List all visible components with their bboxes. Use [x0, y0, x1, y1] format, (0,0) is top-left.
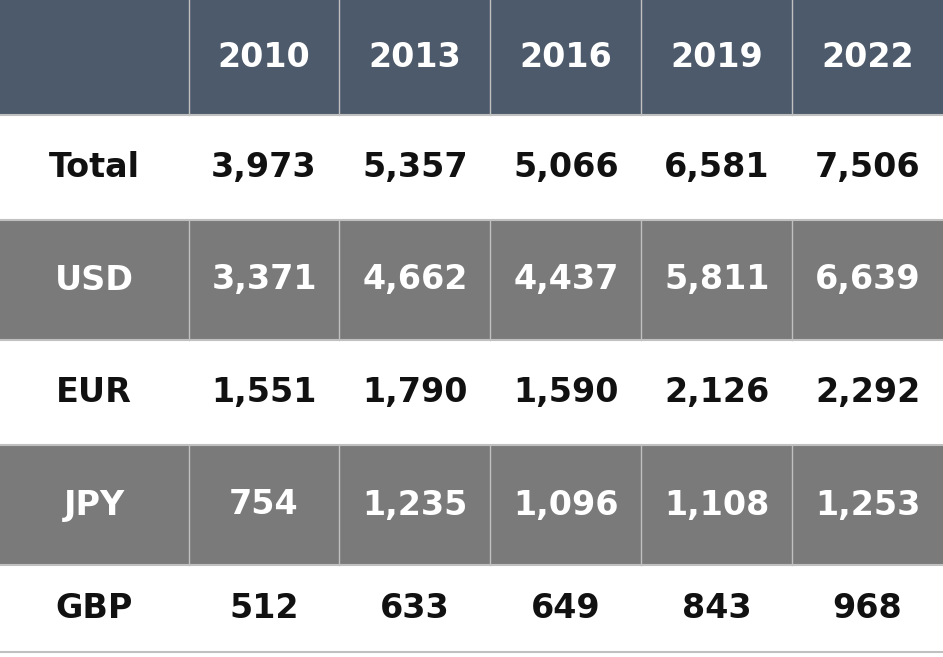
Bar	[490, 0, 641, 115]
Text: 2016: 2016	[520, 41, 612, 74]
Text: 3,371: 3,371	[211, 263, 317, 296]
Text: 1,590: 1,590	[513, 376, 619, 409]
Text: 2022: 2022	[821, 41, 914, 74]
Text: GBP: GBP	[56, 592, 133, 625]
Text: 633: 633	[380, 592, 450, 625]
Text: 843: 843	[682, 592, 752, 625]
Bar	[0, 220, 943, 340]
Text: 2010: 2010	[218, 41, 310, 74]
Text: 2019: 2019	[670, 41, 763, 74]
Text: 4,662: 4,662	[362, 263, 468, 296]
Text: 3,973: 3,973	[211, 151, 317, 184]
Bar	[189, 0, 339, 115]
Text: 754: 754	[229, 489, 299, 522]
Text: 5,066: 5,066	[513, 151, 619, 184]
Text: 2,126: 2,126	[664, 376, 769, 409]
Text: USD: USD	[55, 263, 134, 296]
Text: 1,235: 1,235	[362, 489, 468, 522]
Text: 7,506: 7,506	[815, 151, 920, 184]
Bar	[0, 445, 943, 565]
Text: 2,292: 2,292	[815, 376, 920, 409]
Text: 1,096: 1,096	[513, 489, 619, 522]
Bar	[641, 0, 792, 115]
Text: 6,639: 6,639	[815, 263, 920, 296]
Bar	[792, 0, 943, 115]
Text: 512: 512	[229, 592, 299, 625]
Text: EUR: EUR	[57, 376, 132, 409]
Text: 5,357: 5,357	[362, 151, 468, 184]
Text: 968: 968	[833, 592, 902, 625]
Bar	[0, 565, 943, 652]
Text: 4,437: 4,437	[513, 263, 619, 296]
Text: 1,551: 1,551	[211, 376, 317, 409]
Bar	[339, 0, 490, 115]
Bar	[0, 115, 943, 220]
Text: 2013: 2013	[369, 41, 461, 74]
Text: 1,108: 1,108	[664, 489, 769, 522]
Text: 649: 649	[531, 592, 601, 625]
Text: 1,253: 1,253	[815, 489, 920, 522]
Text: 1,790: 1,790	[362, 376, 468, 409]
Text: Total: Total	[49, 151, 140, 184]
Text: 5,811: 5,811	[664, 263, 769, 296]
Text: 6,581: 6,581	[664, 151, 769, 184]
Bar	[0, 0, 189, 115]
Text: JPY: JPY	[64, 489, 124, 522]
Bar	[0, 340, 943, 445]
